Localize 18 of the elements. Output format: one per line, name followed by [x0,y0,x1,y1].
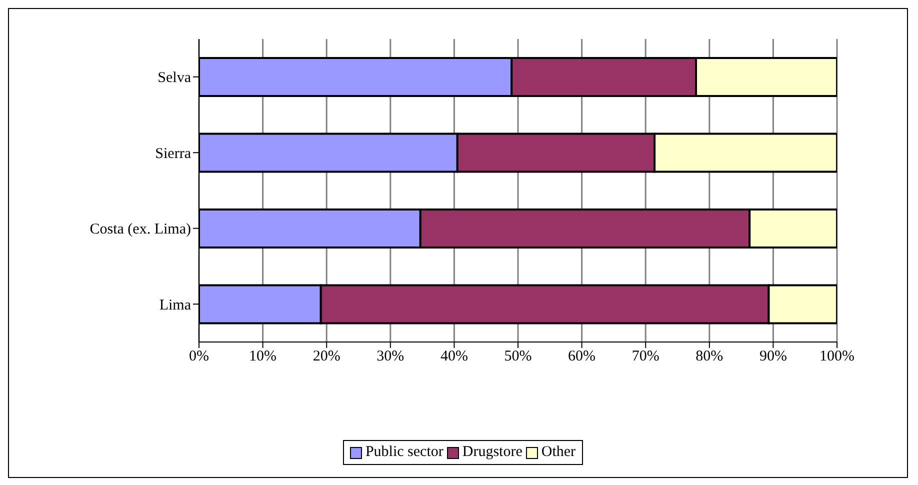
y-tick-label: Costa (ex. Lima) [90,222,191,238]
x-tick-label: 20% [312,348,340,365]
x-tick-label: 0% [189,348,209,365]
x-tick-label: 80% [696,348,724,365]
legend-label: Drugstore [462,444,522,461]
x-tick-label: 50% [504,348,532,365]
x-tick-label: 90% [759,348,787,365]
legend-label: Public sector [365,444,444,461]
legend-label: Other [541,444,576,461]
x-tick-label: 70% [632,348,660,365]
x-tick-label: 30% [376,348,404,365]
x-tick-label: 60% [568,348,596,365]
x-tick-label: 40% [440,348,468,365]
x-tick-label: 100% [820,348,854,365]
x-tick-label: 10% [249,348,277,365]
y-tick-label: Lima [159,297,192,314]
y-tick-label: Selva [158,70,192,86]
y-tick-label: Sierra [155,146,192,162]
